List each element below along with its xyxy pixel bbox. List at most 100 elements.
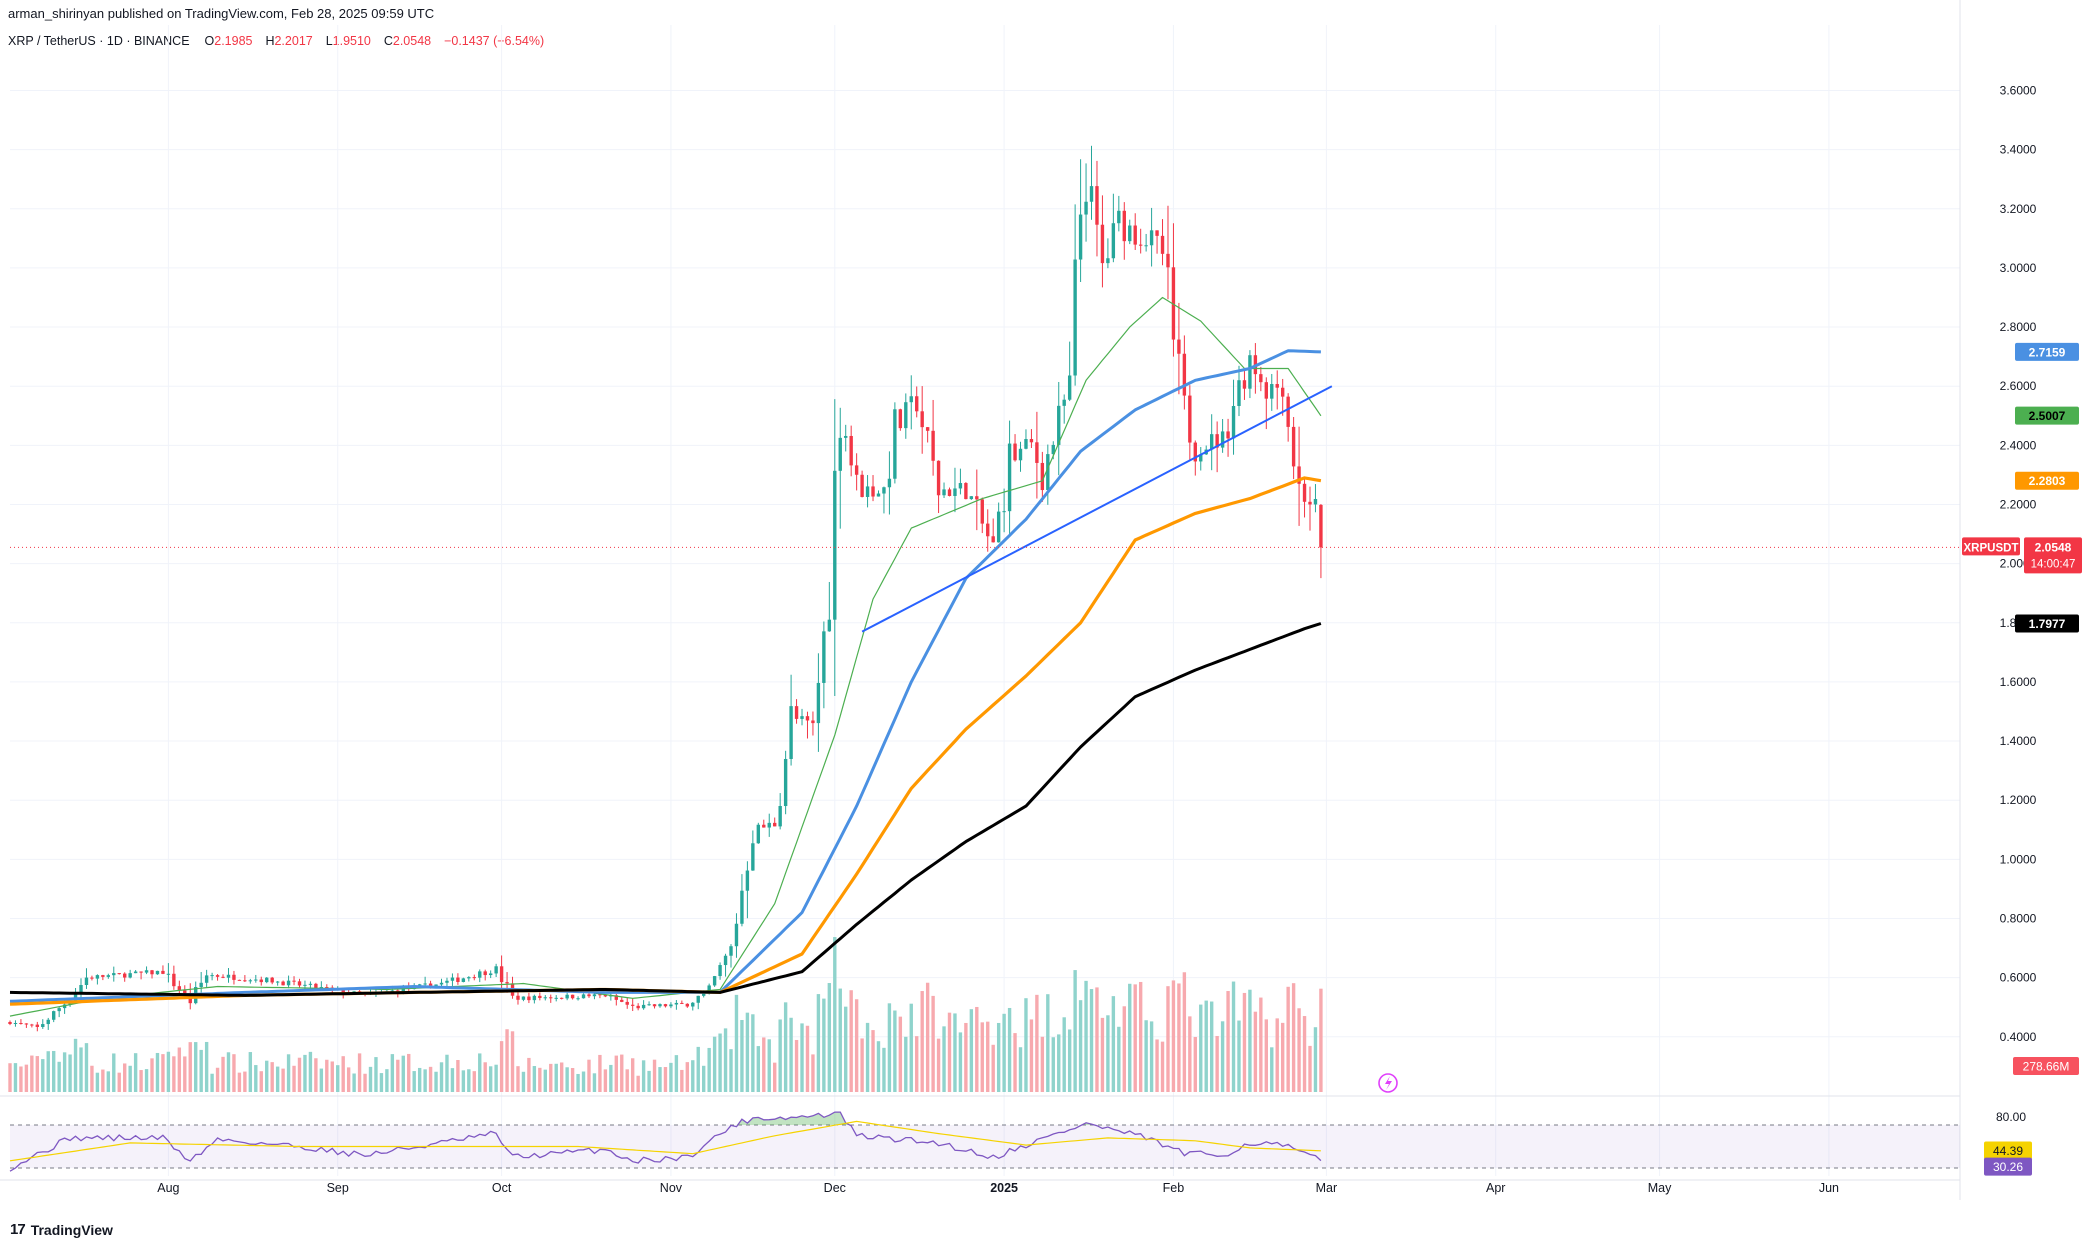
candle-body[interactable] xyxy=(1242,380,1247,389)
candle-body[interactable] xyxy=(183,990,187,993)
candle-body[interactable] xyxy=(1182,353,1187,396)
candle-body[interactable] xyxy=(554,997,558,999)
candle-body[interactable] xyxy=(275,981,280,983)
candle-body[interactable] xyxy=(942,489,946,496)
candle-body[interactable] xyxy=(543,997,547,999)
candle-body[interactable] xyxy=(1035,442,1039,463)
candle-body[interactable] xyxy=(1057,405,1061,445)
candle-body[interactable] xyxy=(663,1004,668,1007)
candle-body[interactable] xyxy=(751,843,755,871)
candle-body[interactable] xyxy=(1106,258,1110,264)
candle-body[interactable] xyxy=(838,437,842,471)
candle-body[interactable] xyxy=(150,970,154,975)
candle-body[interactable] xyxy=(1002,511,1006,513)
candle-body[interactable] xyxy=(712,976,717,986)
candle-body[interactable] xyxy=(734,923,739,947)
candle-body[interactable] xyxy=(1275,384,1279,388)
candle-body[interactable] xyxy=(254,979,258,981)
candle-body[interactable] xyxy=(1264,382,1268,399)
candle-body[interactable] xyxy=(144,970,149,973)
candle-body[interactable] xyxy=(303,984,307,986)
candle-body[interactable] xyxy=(1155,230,1159,236)
candle-body[interactable] xyxy=(84,977,89,986)
candle-body[interactable] xyxy=(986,523,990,537)
candle-body[interactable] xyxy=(237,979,242,981)
candle-body[interactable] xyxy=(521,996,526,1000)
candle-body[interactable] xyxy=(707,985,711,991)
time-tick-label[interactable]: Apr xyxy=(1486,1181,1505,1195)
candle-body[interactable] xyxy=(1067,375,1072,400)
candle-body[interactable] xyxy=(565,994,569,999)
candle-body[interactable] xyxy=(652,1004,657,1007)
candle-body[interactable] xyxy=(882,487,886,494)
candle-body[interactable] xyxy=(1291,426,1296,467)
candle-body[interactable] xyxy=(341,988,345,994)
candle-body[interactable] xyxy=(723,955,728,966)
candle-body[interactable] xyxy=(232,974,236,980)
candle-body[interactable] xyxy=(647,1004,651,1006)
candle-body[interactable] xyxy=(904,402,908,429)
candle-body[interactable] xyxy=(549,997,553,999)
time-tick-label[interactable]: May xyxy=(1648,1181,1672,1195)
symbol-legend[interactable]: XRP / TetherUS · 1D · BINANCE O2.1985 H2… xyxy=(8,34,544,48)
candle-body[interactable] xyxy=(844,435,848,438)
candle-body[interactable] xyxy=(1122,210,1126,242)
candle-body[interactable] xyxy=(456,977,460,982)
candle-body[interactable] xyxy=(423,983,427,985)
time-tick-label[interactable]: Dec xyxy=(824,1181,846,1195)
candle-body[interactable] xyxy=(630,1004,635,1006)
candle-body[interactable] xyxy=(849,435,853,466)
candle-body[interactable] xyxy=(41,1024,45,1027)
candle-body[interactable] xyxy=(215,975,220,977)
candle-body[interactable] xyxy=(969,496,974,500)
candle-body[interactable] xyxy=(958,483,963,489)
candle-body[interactable] xyxy=(876,493,881,497)
candle-body[interactable] xyxy=(505,982,509,984)
candle-body[interactable] xyxy=(467,977,471,979)
candle-body[interactable] xyxy=(62,1004,67,1009)
candle-body[interactable] xyxy=(953,488,957,496)
candle-body[interactable] xyxy=(532,995,537,1001)
candle-body[interactable] xyxy=(636,1005,640,1009)
candle-body[interactable] xyxy=(805,716,810,721)
candle-body[interactable] xyxy=(538,995,542,999)
candle-body[interactable] xyxy=(1073,259,1077,376)
candle-body[interactable] xyxy=(259,979,263,983)
candle-body[interactable] xyxy=(133,971,138,974)
candle-body[interactable] xyxy=(1177,339,1181,354)
candle-body[interactable] xyxy=(1100,224,1105,264)
candle-body[interactable] xyxy=(270,977,274,983)
candle-body[interactable] xyxy=(325,987,329,989)
candle-body[interactable] xyxy=(767,822,771,828)
candle-body[interactable] xyxy=(286,980,291,986)
candle-body[interactable] xyxy=(680,1002,684,1004)
candle-body[interactable] xyxy=(920,411,924,428)
candle-body[interactable] xyxy=(1046,454,1050,491)
candle-body[interactable] xyxy=(1209,434,1214,450)
candle-body[interactable] xyxy=(106,975,111,977)
candle-body[interactable] xyxy=(57,1008,61,1012)
candle-body[interactable] xyxy=(1171,267,1176,340)
candle-body[interactable] xyxy=(401,987,405,993)
candle-body[interactable] xyxy=(620,999,624,1002)
candle-body[interactable] xyxy=(696,995,700,1003)
candle-body[interactable] xyxy=(177,986,182,991)
time-tick-label[interactable]: Oct xyxy=(492,1181,512,1195)
candle-body[interactable] xyxy=(292,980,296,982)
candle-body[interactable] xyxy=(975,496,979,500)
candle-body[interactable] xyxy=(614,995,618,1000)
candle-body[interactable] xyxy=(13,1023,18,1025)
candle-body[interactable] xyxy=(718,965,722,977)
candle-body[interactable] xyxy=(1089,186,1094,202)
candle-body[interactable] xyxy=(936,460,941,496)
candle-body[interactable] xyxy=(1138,244,1143,246)
candle-body[interactable] xyxy=(199,982,203,988)
candle-body[interactable] xyxy=(1270,384,1274,399)
axis-layer[interactable]: 0.4000 0.6000 0.8000 1.0000 1.2000 1.4000 1.60… xyxy=(157,83,2082,1195)
candle-body[interactable] xyxy=(101,975,105,977)
candle-body[interactable] xyxy=(762,824,766,828)
candle-body[interactable] xyxy=(1095,186,1099,225)
candle-body[interactable] xyxy=(773,822,777,827)
candle-body[interactable] xyxy=(1280,387,1285,397)
candle-body[interactable] xyxy=(1117,210,1121,224)
